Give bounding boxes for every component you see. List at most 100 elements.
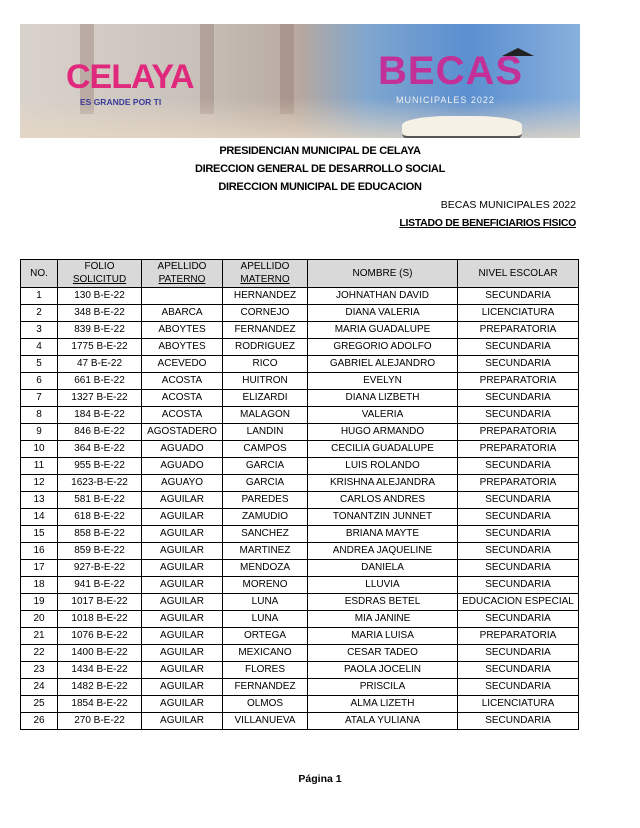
col-apellido-materno-cell: CORNEJO <box>222 304 308 322</box>
header-line-2: DIRECCION GENERAL DE DESARROLLO SOCIAL <box>195 163 445 175</box>
header-label-line2: MATERNO <box>240 274 290 285</box>
col-apellido-materno-cell: GARCIA <box>222 457 308 475</box>
col-apellido-materno-cell: ORTEGA <box>222 627 308 645</box>
col-apellido-paterno-cell: ABARCA <box>141 304 223 322</box>
table-row: 6 661 B-E-22 ACOSTA HUITRON EVELYN PREPARATOR… <box>20 372 579 390</box>
col-nombre-cell: ALMA LIZETH <box>307 695 458 713</box>
col-folio-cell: 364 B-E-22 <box>57 440 142 458</box>
col-nombre-cell: BRIANA MAYTE <box>307 525 458 543</box>
col-folio-cell: 130 B-E-22 <box>57 287 142 305</box>
col-no-cell: 26 <box>20 712 58 730</box>
col-nombre-cell: MIA JANINE <box>307 610 458 628</box>
table-row: 20 1018 B-E-22 AGUILAR LUNA MIA JANINE SECUND… <box>20 610 579 628</box>
table-row: 7 1327 B-E-22 ACOSTA ELIZARDI DIANA LIZBETH S… <box>20 389 579 407</box>
col-apellido-materno-cell: FERNANDEZ <box>222 321 308 339</box>
becas-logo: BECAS MUNICIPALES 2022 <box>378 49 524 105</box>
table-row: 24 1482 B-E-22 AGUILAR FERNANDEZ PRISCILA SEC… <box>20 678 579 696</box>
col-apellido-materno-cell: PAREDES <box>222 491 308 509</box>
table-row: 2 348 B-E-22 ABARCA CORNEJO DIANA VALERIA LIC… <box>20 304 579 322</box>
col-nivel-escolar-cell: SECUNDARIA <box>457 678 579 696</box>
col-apellido-paterno-cell: AGUILAR <box>141 627 223 645</box>
col-folio-cell: 581 B-E-22 <box>57 491 142 509</box>
col-folio-cell: 846 B-E-22 <box>57 423 142 441</box>
col-apellido-materno-cell: FLORES <box>222 661 308 679</box>
header-line-3: DIRECCION MUNICIPAL DE EDUCACION <box>218 181 422 193</box>
col-apellido-materno-cell: ELIZARDI <box>222 389 308 407</box>
col-nombre-cell: CESAR TADEO <box>307 644 458 662</box>
col-apellido-paterno-cell: AGUADO <box>141 440 223 458</box>
col-apellido-materno-cell: HERNANDEZ <box>222 287 308 305</box>
col-no-cell: 17 <box>20 559 58 577</box>
col-nombre-cell: MARIA GUADALUPE <box>307 321 458 339</box>
col-apellido-materno-cell: LUNA <box>222 593 308 611</box>
col-apellido-paterno-cell: ACOSTA <box>141 372 223 390</box>
col-folio-cell: 270 B-E-22 <box>57 712 142 730</box>
table-row: 13 581 B-E-22 AGUILAR PAREDES CARLOS ANDRES S… <box>20 491 579 509</box>
col-no-cell: 19 <box>20 593 58 611</box>
celaya-logo: CELAYA ES GRANDE POR TI <box>66 58 195 107</box>
header-col-nombre: NOMBRE (S) <box>307 259 458 288</box>
col-nombre-cell: LLUVIA <box>307 576 458 594</box>
col-no-cell: 2 <box>20 304 58 322</box>
col-folio-cell: 1017 B-E-22 <box>57 593 142 611</box>
col-folio-cell: 839 B-E-22 <box>57 321 142 339</box>
col-apellido-materno-cell: MARTINEZ <box>222 542 308 560</box>
col-nombre-cell: GABRIEL ALEJANDRO <box>307 355 458 373</box>
col-folio-cell: 1018 B-E-22 <box>57 610 142 628</box>
col-no-cell: 7 <box>20 389 58 407</box>
col-apellido-materno-cell: HUITRON <box>222 372 308 390</box>
col-no-cell: 22 <box>20 644 58 662</box>
col-nombre-cell: CECILIA GUADALUPE <box>307 440 458 458</box>
col-nivel-escolar-cell: PREPARATORIA <box>457 423 579 441</box>
col-nivel-escolar-cell: LICENCIATURA <box>457 695 579 713</box>
col-apellido-paterno-cell: AGUAYO <box>141 474 223 492</box>
table-row: 8 184 B-E-22 ACOSTA MALAGON VALERIA SECUNDARI… <box>20 406 579 424</box>
col-no-cell: 8 <box>20 406 58 424</box>
col-no-cell: 18 <box>20 576 58 594</box>
col-apellido-paterno-cell: AGUILAR <box>141 525 223 543</box>
header-col-no: NO. <box>20 259 58 288</box>
col-no-cell: 12 <box>20 474 58 492</box>
col-no-cell: 1 <box>20 287 58 305</box>
table-row: 16 859 B-E-22 AGUILAR MARTINEZ ANDREA JAQUEL… <box>20 542 579 560</box>
header-label: NIVEL ESCOLAR <box>478 267 558 279</box>
col-no-cell: 15 <box>20 525 58 543</box>
col-nombre-cell: ANDREA JAQUELINE <box>307 542 458 560</box>
col-apellido-paterno-cell: ABOYTES <box>141 338 223 356</box>
col-folio-cell: 927-B-E-22 <box>57 559 142 577</box>
col-nivel-escolar-cell: SECUNDARIA <box>457 389 579 407</box>
col-no-cell: 3 <box>20 321 58 339</box>
header-label: NOMBRE (S) <box>352 267 413 279</box>
col-nombre-cell: MARIA LUISA <box>307 627 458 645</box>
col-apellido-paterno-cell: AGUILAR <box>141 695 223 713</box>
col-nivel-escolar-cell: SECUNDARIA <box>457 712 579 730</box>
col-apellido-materno-cell: VILLANUEVA <box>222 712 308 730</box>
col-folio-cell: 661 B-E-22 <box>57 372 142 390</box>
col-nivel-escolar-cell: SECUNDARIA <box>457 644 579 662</box>
col-no-cell: 9 <box>20 423 58 441</box>
table-row: 1 130 B-E-22 HERNANDEZ JOHNATHAN DAVID SECUN… <box>20 287 579 305</box>
table-row: 26 270 B-E-22 AGUILAR VILLANUEVA ATALA YULIA… <box>20 712 579 730</box>
col-apellido-materno-cell: MEXICANO <box>222 644 308 662</box>
col-folio-cell: 348 B-E-22 <box>57 304 142 322</box>
header-col-nivel-escolar: NIVEL ESCOLAR <box>457 259 579 288</box>
col-folio-cell: 47 B-E-22 <box>57 355 142 373</box>
table-row: 23 1434 B-E-22 AGUILAR FLORES PAOLA JOCELIN S… <box>20 661 579 679</box>
col-no-cell: 25 <box>20 695 58 713</box>
col-nivel-escolar-cell: SECUNDARIA <box>457 406 579 424</box>
col-apellido-paterno-cell: ACOSTA <box>141 389 223 407</box>
col-no-cell: 11 <box>20 457 58 475</box>
col-folio-cell: 1327 B-E-22 <box>57 389 142 407</box>
col-nombre-cell: DANIELA <box>307 559 458 577</box>
col-nivel-escolar-cell: PREPARATORIA <box>457 372 579 390</box>
col-folio-cell: 859 B-E-22 <box>57 542 142 560</box>
header-col-folio: FOLIO SOLICITUD <box>57 259 142 288</box>
col-no-cell: 5 <box>20 355 58 373</box>
col-nivel-escolar-cell: PREPARATORIA <box>457 440 579 458</box>
col-apellido-materno-cell: GARCIA <box>222 474 308 492</box>
col-nivel-escolar-cell: SECUNDARIA <box>457 525 579 543</box>
col-folio-cell: 1434 B-E-22 <box>57 661 142 679</box>
col-apellido-paterno-cell: AGUILAR <box>141 593 223 611</box>
table-row: 14 618 B-E-22 AGUILAR ZAMUDIO TONANTZIN JUNN… <box>20 508 579 526</box>
col-apellido-paterno-cell <box>141 287 223 305</box>
